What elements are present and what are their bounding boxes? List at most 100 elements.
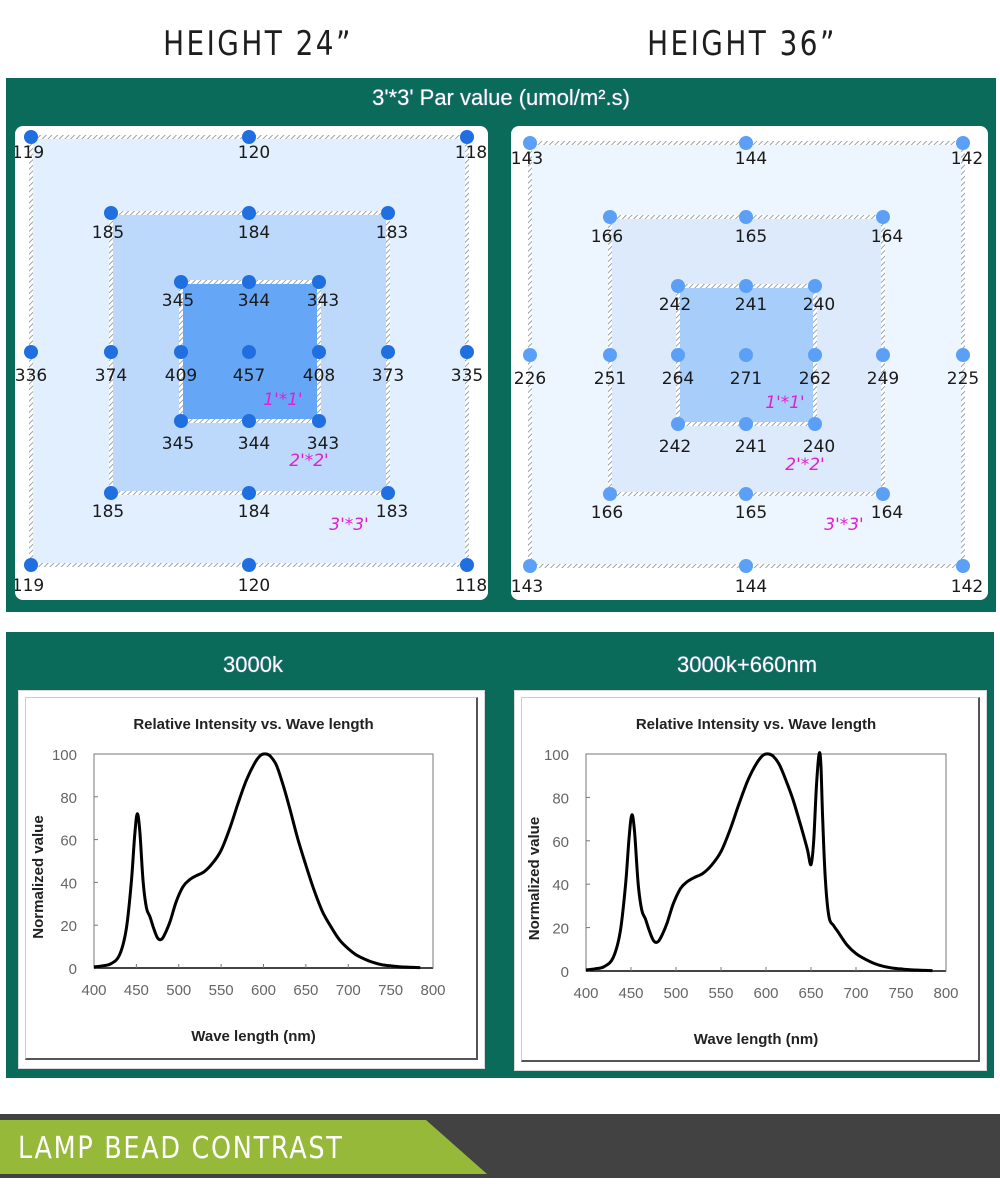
x-axis-label: Wave length (nm) (191, 1028, 315, 1045)
par-value: 166 (591, 227, 623, 247)
measure-point (460, 345, 474, 359)
par-value: 184 (238, 223, 270, 243)
y-tick-label: 40 (60, 875, 77, 892)
par-value: 344 (238, 434, 270, 454)
measure-point (603, 210, 617, 224)
measure-point (739, 417, 753, 431)
measure-point (956, 559, 970, 573)
spectrum-label-3000k: 3000k (223, 652, 283, 677)
y-tick-label: 0 (69, 961, 77, 978)
spectrum-line-3000k (93, 752, 421, 970)
par-value: 336 (15, 366, 47, 386)
measure-point (523, 559, 537, 573)
measure-point (671, 417, 685, 431)
par-value: 271 (730, 369, 762, 389)
par-value: 118 (455, 143, 487, 163)
measure-point (603, 487, 617, 501)
spectrum-chart-3000k-660nm-svg: Relative Intensity vs. Wave length 0 20 40 6… (526, 716, 959, 1048)
y-tick-label: 60 (60, 833, 77, 850)
zone-label: 2'*2' (785, 455, 824, 475)
y-tick-label: 60 (552, 834, 569, 851)
measure-point (242, 414, 256, 428)
par-map-height-36-svg: 143 144 142 166 165 164 242 241 240 226 251 264 271 2… (511, 136, 983, 597)
y-tick-label: 100 (544, 747, 569, 764)
par-value: 409 (165, 366, 197, 386)
measure-point (460, 130, 474, 144)
measure-point (174, 345, 188, 359)
measure-point (24, 558, 38, 572)
measure-point (312, 275, 326, 289)
measure-point (739, 279, 753, 293)
par-value: 343 (307, 291, 339, 311)
par-value: 142 (951, 577, 983, 597)
par-value: 120 (238, 143, 270, 163)
par-value: 345 (162, 291, 194, 311)
spectrum-chart-3000k-svg: Relative Intensity vs. Wave length 0 20 40 6… (30, 716, 446, 1045)
measure-point (739, 487, 753, 501)
x-tick-label: 450 (618, 985, 643, 1002)
measure-point (739, 559, 753, 573)
measure-point (104, 345, 118, 359)
x-tick-label: 650 (798, 985, 823, 1002)
y-axis-label: Normalized value (526, 817, 543, 940)
par-value: 183 (376, 223, 408, 243)
height-36-heading: HEIGHT 36” (647, 24, 837, 64)
par-value: 242 (659, 437, 691, 457)
measure-point (739, 210, 753, 224)
measure-point (603, 348, 617, 362)
measure-point (104, 486, 118, 500)
x-tick-label: 550 (708, 985, 733, 1002)
measure-point (808, 279, 822, 293)
spectrum-chart-3000k: Relative Intensity vs. Wave length 0 20 40 6… (18, 690, 485, 1069)
x-tick-label: 750 (378, 982, 403, 999)
zone-label: 2'*2' (289, 451, 328, 471)
x-tick-label: 600 (251, 982, 276, 999)
par-value: 143 (511, 577, 543, 597)
par-value: 164 (871, 227, 903, 247)
x-tick-label: 700 (843, 985, 868, 1002)
y-tick-label: 100 (52, 747, 77, 764)
par-value: 335 (451, 366, 483, 386)
x-tick-label: 550 (209, 982, 234, 999)
x-tick-label: 400 (81, 982, 106, 999)
par-value: 408 (303, 366, 335, 386)
x-tick-label: 400 (573, 985, 598, 1002)
y-tick-label: 20 (60, 918, 77, 935)
par-map-height-24: 119 120 118 185 184 183 345 344 343 336 374 409 457 4… (15, 126, 488, 600)
par-value: 343 (307, 434, 339, 454)
par-value: 185 (92, 223, 124, 243)
measure-point (876, 210, 890, 224)
par-value: 165 (735, 227, 767, 247)
par-value: 241 (735, 437, 767, 457)
measure-point (523, 136, 537, 150)
par-value: 119 (15, 576, 44, 596)
y-tick-label: 20 (552, 921, 569, 938)
measure-point (460, 558, 474, 572)
measure-point (242, 486, 256, 500)
measure-point (956, 136, 970, 150)
measure-point (174, 275, 188, 289)
banner-tag-shape (0, 1120, 487, 1174)
measure-point (242, 345, 256, 359)
x-tick-label: 700 (336, 982, 361, 999)
spectrum-line-3000k-660nm (585, 751, 933, 973)
measure-point (956, 348, 970, 362)
measure-point (312, 414, 326, 428)
zone-label: 3'*3' (824, 515, 863, 535)
measure-point (671, 279, 685, 293)
measure-point (381, 206, 395, 220)
par-panel-title: 3'*3' Par value (umol/m².s) (372, 85, 630, 110)
par-value: 242 (659, 295, 691, 315)
measure-point (671, 348, 685, 362)
par-value: 166 (591, 503, 623, 523)
zone-label: 3'*3' (329, 515, 368, 535)
par-value: 240 (803, 437, 835, 457)
par-value: 457 (233, 366, 265, 386)
measure-point (24, 345, 38, 359)
measure-point (242, 206, 256, 220)
measure-point (381, 345, 395, 359)
par-value: 165 (735, 503, 767, 523)
measure-point (808, 417, 822, 431)
measure-point (876, 348, 890, 362)
par-map-height-24-svg: 119 120 118 185 184 183 345 344 343 336 374 409 457 4… (15, 130, 487, 596)
